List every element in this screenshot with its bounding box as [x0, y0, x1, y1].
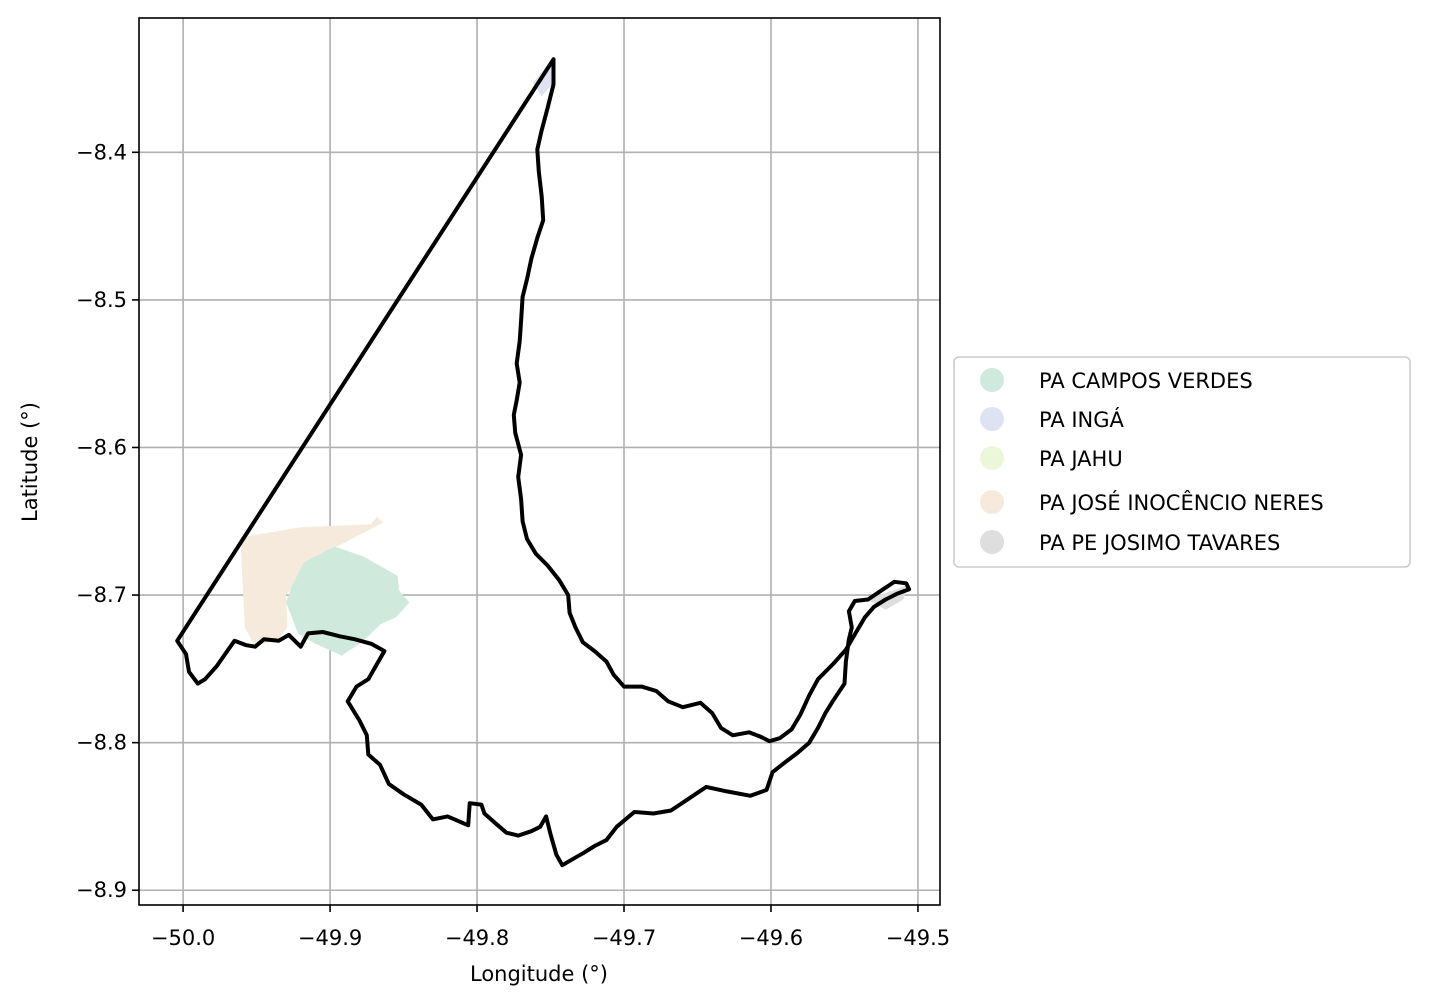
- legend-label: PA CAMPOS VERDES: [1039, 369, 1253, 393]
- y-tick-label: −8.7: [76, 583, 127, 607]
- legend-label: PA PE JOSIMO TAVARES: [1039, 531, 1280, 555]
- area-pa-campos-verdes: [286, 546, 410, 656]
- legend-label: PA JAHU: [1039, 447, 1123, 471]
- area-pa-jose-inocencio-neres: [240, 516, 383, 647]
- legend-marker: [980, 368, 1004, 392]
- legend-item-pa-jahu: PA JAHU: [980, 446, 1123, 471]
- settlement-areas: [240, 59, 910, 656]
- legend-item-pa-jose-inocencio-neres: PA JOSÉ INOCÊNCIO NERES: [980, 490, 1324, 515]
- y-tick-label: −8.8: [76, 731, 127, 755]
- legend-frame: [953, 356, 1411, 568]
- legend-item-pa-inga: PA INGÁ: [980, 407, 1125, 432]
- legend-marker: [980, 446, 1004, 470]
- legend-item-pa-campos-verdes: PA CAMPOS VERDES: [980, 368, 1253, 393]
- x-tick-label: −49.8: [445, 926, 509, 950]
- y-tick-label: −8.4: [76, 140, 127, 164]
- legend-item-pa-pe-josimo-tavares: PA PE JOSIMO TAVARES: [980, 530, 1280, 555]
- y-tick-label: −8.6: [76, 435, 127, 459]
- x-axis-ticks: −50.0 −49.9 −49.8 −49.7 −49.6 −49.5: [151, 905, 950, 950]
- x-axis-label: Longitude (°): [470, 962, 608, 986]
- y-tick-label: −8.9: [76, 878, 127, 902]
- municipality-boundary: [175, 57, 912, 868]
- x-tick-label: −49.9: [298, 926, 362, 950]
- y-tick-label: −8.5: [76, 288, 127, 312]
- legend-marker: [980, 490, 1004, 514]
- x-tick-label: −49.6: [739, 926, 803, 950]
- y-axis-ticks: −8.4 −8.5 −8.6 −8.7 −8.8 −8.9: [76, 140, 139, 902]
- legend: PA CAMPOS VERDES PA INGÁ PA JAHU PA JOSÉ IN…: [953, 356, 1411, 568]
- x-tick-label: −50.0: [151, 926, 215, 950]
- plot-frame: [138, 17, 941, 906]
- y-axis-label: Latitude (°): [18, 402, 42, 522]
- legend-label: PA INGÁ: [1039, 407, 1125, 432]
- x-tick-label: −49.7: [592, 926, 656, 950]
- grid-lines: [139, 18, 940, 905]
- legend-label: PA JOSÉ INOCÊNCIO NERES: [1039, 490, 1324, 515]
- legend-marker: [980, 407, 1004, 431]
- legend-marker: [980, 530, 1004, 554]
- x-tick-label: −49.5: [886, 926, 950, 950]
